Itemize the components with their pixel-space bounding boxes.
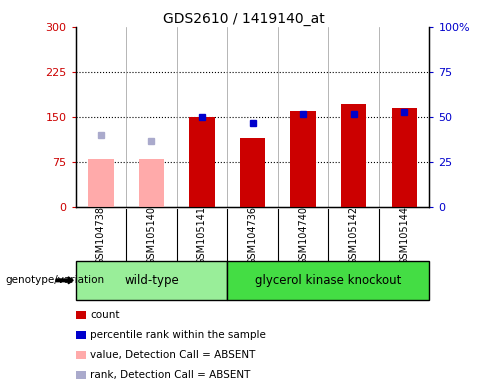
Bar [189, 117, 215, 207]
Text: GSM105141: GSM105141 [197, 206, 207, 265]
Text: GSM104740: GSM104740 [298, 206, 308, 265]
Bar [240, 138, 265, 207]
Bar [76, 261, 227, 300]
Bar [227, 261, 429, 300]
Bar [391, 108, 417, 207]
Bar [139, 159, 164, 207]
Text: percentile rank within the sample: percentile rank within the sample [90, 330, 266, 340]
Text: rank, Detection Call = ABSENT: rank, Detection Call = ABSENT [90, 370, 251, 380]
Bar [290, 111, 316, 207]
Text: value, Detection Call = ABSENT: value, Detection Call = ABSENT [90, 350, 256, 360]
Text: GSM105144: GSM105144 [399, 206, 409, 265]
Text: GDS2610 / 1419140_at: GDS2610 / 1419140_at [163, 12, 325, 25]
Text: GSM104738: GSM104738 [96, 206, 106, 265]
Text: genotype/variation: genotype/variation [5, 275, 104, 285]
Text: count: count [90, 310, 120, 320]
Text: GSM105140: GSM105140 [146, 206, 157, 265]
Text: glycerol kinase knockout: glycerol kinase knockout [255, 274, 402, 287]
Bar [341, 104, 366, 207]
Text: wild-type: wild-type [124, 274, 179, 287]
Text: GSM105142: GSM105142 [348, 206, 359, 265]
Bar [88, 159, 114, 207]
Text: GSM104736: GSM104736 [247, 206, 258, 265]
